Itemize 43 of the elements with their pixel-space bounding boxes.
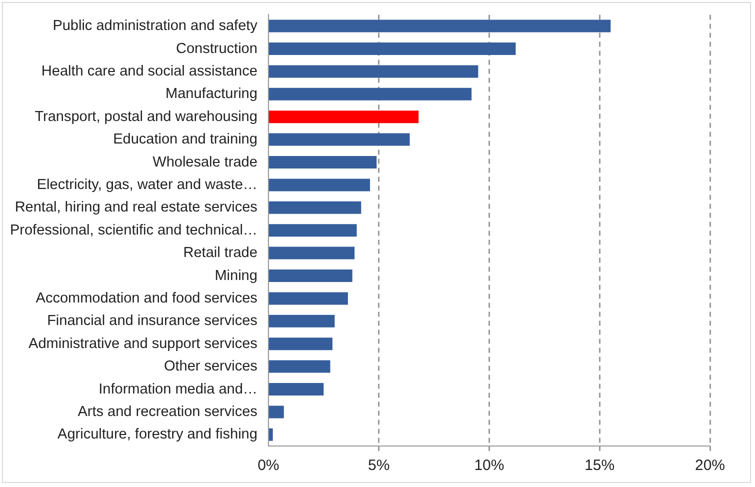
y-tick-label: Accommodation and food services <box>36 290 258 306</box>
y-tick-label: Education and training <box>113 132 258 148</box>
bar <box>268 314 335 328</box>
y-tick-label: Information media and… <box>98 381 258 398</box>
bar <box>268 110 419 124</box>
y-tick-label: Manufacturing <box>166 86 258 102</box>
y-tick-label: Agriculture, forestry and fishing <box>58 426 258 443</box>
bar <box>268 156 377 168</box>
bar <box>268 383 324 396</box>
x-tick-label: 10% <box>474 457 504 474</box>
bar <box>268 65 478 78</box>
bar <box>268 338 332 350</box>
bar <box>268 88 472 100</box>
y-tick-label: Rental, hiring and real estate services <box>14 200 258 216</box>
x-tick-label: 15% <box>584 457 615 474</box>
bar <box>268 224 357 237</box>
bar <box>268 178 370 192</box>
bar <box>268 406 284 418</box>
y-tick-label: Health care and social assistance <box>41 63 258 80</box>
y-tick-label: Financial and insurance services <box>47 313 258 330</box>
y-tick-label: Retail trade <box>183 245 258 262</box>
x-tick-label: 0% <box>258 457 280 474</box>
y-tick-label: Transport, postal and warehousing <box>34 108 258 125</box>
y-tick-label: Arts and recreation services <box>78 404 258 420</box>
bar <box>268 201 362 214</box>
y-tick-label: Administrative and support services <box>28 336 258 352</box>
y-tick-label: Other services <box>164 358 258 375</box>
bar <box>268 270 352 282</box>
bar <box>268 133 410 146</box>
x-tick-label: 5% <box>368 457 390 474</box>
y-tick-label: Electricity, gas, water and waste… <box>36 176 258 193</box>
y-tick-label: Public administration and safety <box>52 18 258 34</box>
bar <box>268 246 355 260</box>
bar <box>268 42 516 55</box>
bar <box>268 292 348 305</box>
x-tick-label: 20% <box>694 457 726 474</box>
y-tick-label: Mining <box>214 268 258 284</box>
bar <box>268 360 330 373</box>
bar <box>268 428 273 441</box>
y-tick-label: Professional, scientific and technical… <box>10 222 258 238</box>
y-tick-label: Wholesale trade <box>152 154 258 170</box>
bar <box>268 20 611 32</box>
y-tick-label: Construction <box>176 40 258 57</box>
